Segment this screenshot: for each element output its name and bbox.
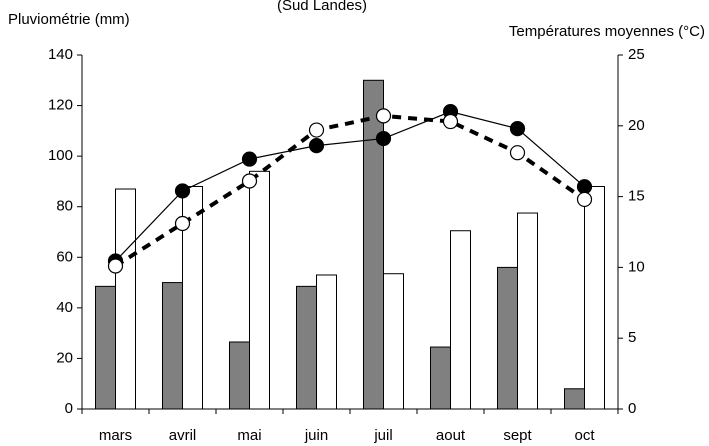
marker bbox=[308, 122, 325, 138]
bar bbox=[564, 388, 585, 410]
bar bbox=[517, 212, 538, 410]
marker bbox=[509, 121, 526, 137]
bar bbox=[497, 266, 518, 410]
y-tick-label: 60 bbox=[56, 248, 73, 265]
y2-tick-label: 15 bbox=[628, 188, 645, 205]
bar bbox=[450, 230, 471, 410]
y2-tick-label: 10 bbox=[628, 258, 645, 275]
x-tick-label: mars bbox=[99, 427, 132, 444]
line bbox=[114, 113, 586, 268]
marker bbox=[576, 191, 593, 208]
bar bbox=[584, 185, 605, 410]
bar bbox=[115, 188, 136, 410]
marker bbox=[442, 113, 459, 130]
y2-tick-label: 0 bbox=[628, 400, 636, 417]
y-tick-label: 80 bbox=[56, 198, 73, 215]
x-tick-label: sept bbox=[503, 427, 532, 444]
bar bbox=[316, 274, 337, 410]
y-tick-label: 140 bbox=[48, 46, 73, 63]
marker bbox=[576, 179, 593, 195]
marker bbox=[375, 130, 392, 147]
bar bbox=[249, 170, 270, 410]
chart-title: (Sud Landes) bbox=[277, 0, 367, 14]
y-tick-label: 0 bbox=[65, 400, 73, 417]
marker bbox=[241, 151, 258, 167]
bar bbox=[95, 285, 116, 410]
y-axis-label: Pluviométrie (mm) bbox=[8, 11, 130, 28]
marker bbox=[174, 183, 191, 199]
x-tick-label: aout bbox=[436, 427, 466, 444]
x-tick-label: juin bbox=[304, 427, 328, 444]
y-tick-label: 20 bbox=[56, 349, 73, 366]
x-tick-label: juil bbox=[373, 427, 392, 444]
x-tick-label: mai bbox=[237, 427, 261, 444]
marker bbox=[107, 258, 124, 274]
x-tick-label: avril bbox=[169, 427, 197, 444]
bar bbox=[363, 79, 384, 410]
bar bbox=[162, 282, 183, 410]
y-tick-label: 120 bbox=[48, 97, 73, 114]
bar bbox=[296, 285, 317, 410]
bar bbox=[229, 341, 250, 410]
marker bbox=[375, 108, 392, 124]
marker bbox=[308, 138, 325, 154]
y-tick-label: 100 bbox=[48, 147, 73, 164]
marker bbox=[174, 215, 191, 232]
y-tick-label: 40 bbox=[56, 299, 73, 316]
marker bbox=[241, 173, 258, 189]
y2-tick-label: 20 bbox=[628, 117, 645, 134]
y2-tick-label: 25 bbox=[628, 46, 645, 63]
line bbox=[115, 111, 585, 262]
x-tick-label: oct bbox=[574, 427, 595, 444]
y2-tick-label: 5 bbox=[628, 329, 636, 346]
marker bbox=[509, 145, 526, 161]
bar bbox=[430, 346, 451, 410]
y2-axis-label: Températures moyennes (°C) bbox=[509, 23, 705, 40]
bar bbox=[383, 273, 404, 410]
